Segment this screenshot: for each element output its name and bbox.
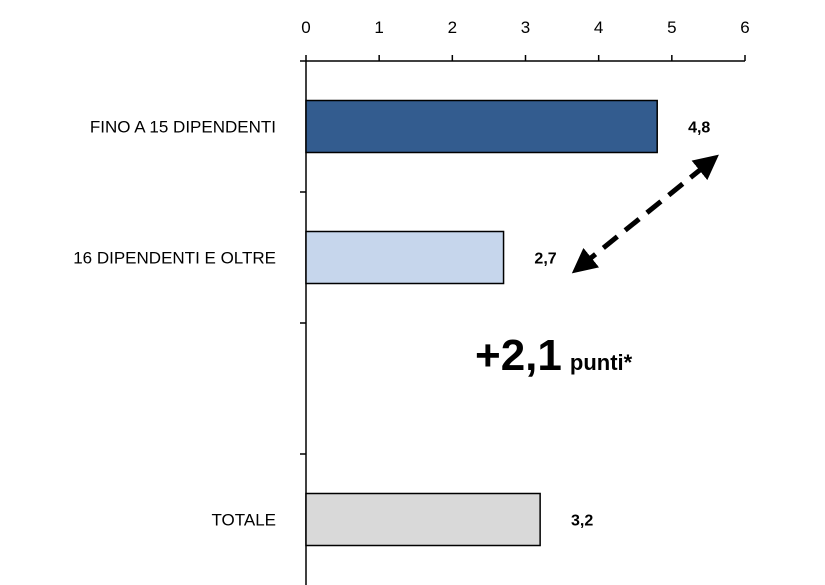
x-tick-label: 4 [594, 18, 603, 37]
y-axis [300, 60, 307, 585]
x-tick-label: 1 [374, 18, 383, 37]
category-label: TOTALE [211, 511, 276, 530]
category-label: FINO A 15 DIPENDENTI [90, 118, 276, 137]
value-labels: 4,8 2,7 3,2 [534, 120, 710, 530]
x-tick-label: 0 [301, 18, 310, 37]
difference-arrow [571, 154, 719, 274]
bar [305, 230, 505, 285]
x-tick-label: 5 [667, 18, 676, 37]
x-axis: 0 1 2 3 4 5 6 [301, 18, 750, 62]
difference-value: +2,1 [475, 331, 562, 380]
bar-value-label: 4,8 [688, 120, 710, 137]
bar-value-label: 2,7 [534, 251, 556, 268]
bars [305, 99, 658, 547]
difference-annotation: +2,1 punti* [475, 331, 633, 380]
category-labels: FINO A 15 DIPENDENTI 16 DIPENDENTI E OLTR… [73, 118, 276, 530]
x-tick-label: 2 [448, 18, 457, 37]
bar-value-label: 3,2 [571, 513, 593, 530]
difference-unit: punti* [570, 350, 633, 375]
x-tick-label: 6 [740, 18, 749, 37]
bar [305, 99, 658, 154]
x-tick-label: 3 [521, 18, 530, 37]
category-label: 16 DIPENDENTI E OLTRE [73, 249, 276, 268]
bar [305, 492, 541, 547]
